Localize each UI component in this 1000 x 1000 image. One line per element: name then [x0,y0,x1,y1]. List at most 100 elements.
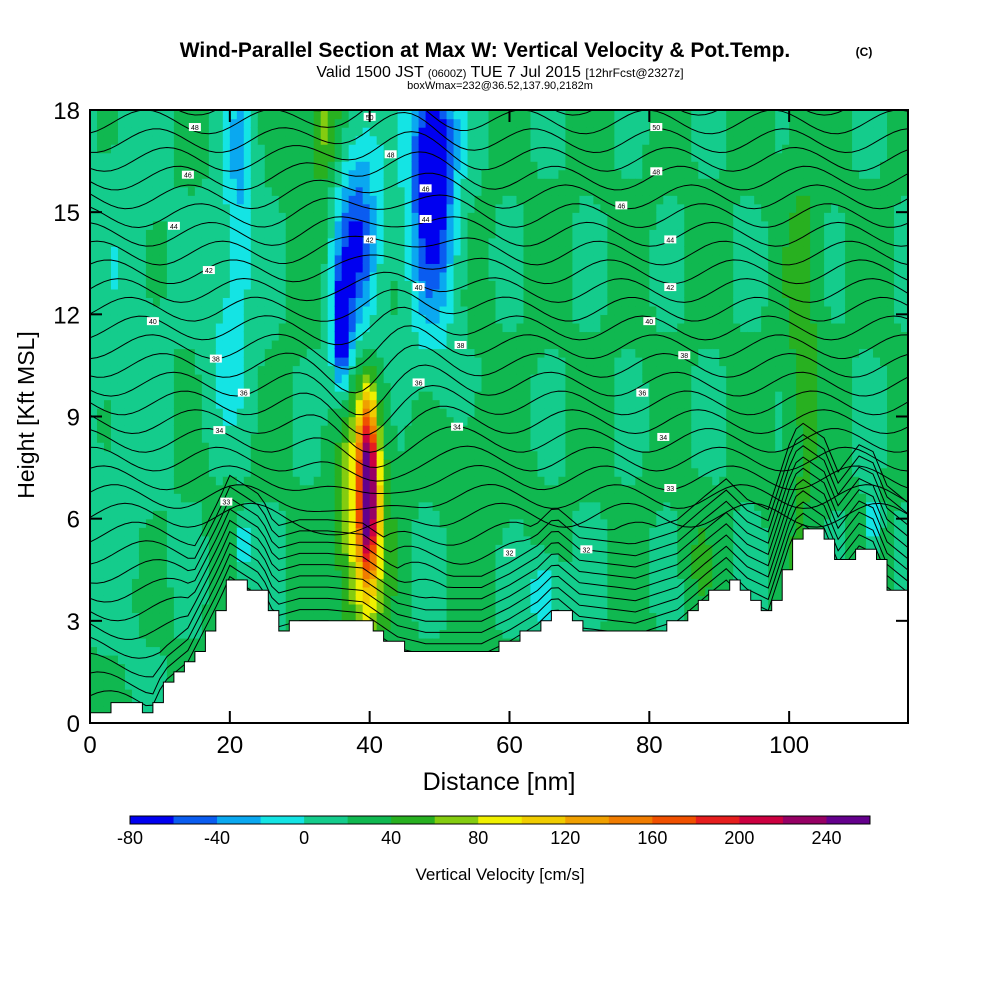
heatmap-cell [152,493,161,503]
heatmap-cell [355,322,364,333]
heatmap-cell [460,186,469,196]
heatmap-cell [369,433,378,443]
heatmap-cell [390,186,399,196]
heatmap-cell [446,586,455,596]
heatmap-cell [131,297,140,307]
heatmap-cell [320,237,329,247]
heatmap-cell [509,603,518,614]
heatmap-cell [516,501,525,511]
heatmap-cell [166,654,175,665]
heatmap-cell [159,561,168,571]
heatmap-cell [530,152,539,162]
heatmap-cell [257,271,266,281]
heatmap-cell [96,271,105,281]
heatmap-cell [453,390,462,401]
heatmap-cell [383,390,392,401]
heatmap-cell [411,254,420,264]
heatmap-cell [243,110,252,120]
heatmap-cell [411,229,420,239]
heatmap-cell [474,356,483,367]
heatmap-cell [110,476,119,486]
heatmap-cell [208,467,217,477]
heatmap-cell [390,220,399,230]
heatmap-cell [481,356,490,367]
heatmap-cell [334,603,343,614]
heatmap-cell [446,629,455,639]
heatmap-cell [425,152,434,162]
heatmap-cell [306,152,315,162]
heatmap-cell [145,578,154,588]
heatmap-cell [446,467,455,477]
heatmap-cell [271,127,280,137]
heatmap-cell [201,212,210,222]
heatmap-cell [460,561,469,571]
heatmap-cell [509,620,518,631]
heatmap-cell [558,169,567,179]
heatmap-cell [131,152,140,162]
heatmap-cell [320,476,329,486]
heatmap-cell [474,203,483,213]
heatmap-cell [173,161,182,171]
heatmap-cell [96,135,105,145]
heatmap-cell [145,356,154,367]
heatmap-cell [355,544,364,554]
heatmap-cell [495,569,504,579]
heatmap-cell [208,118,217,128]
heatmap-cell [285,314,294,324]
heatmap-cell [432,450,441,460]
heatmap-cell [131,220,140,230]
heatmap-cell [159,271,168,281]
heatmap-cell [488,552,497,562]
heatmap-cell [404,561,413,571]
heatmap-cell [236,527,245,537]
heatmap-cell [90,501,98,511]
heatmap-cell [208,501,217,511]
heatmap-cell [516,195,525,205]
heatmap-cell [236,203,245,213]
heatmap-cell [292,510,301,520]
heatmap-cell [418,390,427,401]
heatmap-cell [334,152,343,162]
heatmap-cell [481,280,490,290]
heatmap-cell [187,595,196,605]
heatmap-cell [243,450,252,460]
heatmap-cell [194,552,203,562]
heatmap-cell [467,493,476,503]
heatmap-cell [362,442,371,452]
heatmap-cell [222,476,231,486]
heatmap-cell [558,561,567,571]
chart-title-copyright: (C) [856,45,873,59]
heatmap-cell [467,552,476,562]
heatmap-cell [110,620,119,631]
heatmap-cell [96,399,105,409]
heatmap-cell [90,705,98,716]
heatmap-cell [96,569,105,579]
heatmap-cell [299,220,308,230]
heatmap-cell [250,271,259,281]
heatmap-cell [117,263,126,273]
heatmap-cell [432,518,441,528]
heatmap-cell [159,288,168,298]
heatmap-cell [355,246,364,256]
heatmap-cell [313,178,322,188]
heatmap-cell [432,552,441,562]
heatmap-cell [243,246,252,256]
heatmap-cell [390,178,399,188]
heatmap-cell [250,493,259,503]
heatmap-cell [117,237,126,247]
heatmap-cell [453,322,462,333]
heatmap-cell [152,476,161,486]
heatmap-cell [166,442,175,452]
heatmap-cell [362,425,371,435]
heatmap-cell [292,331,301,341]
heatmap-cell [271,152,280,162]
heatmap-cell [488,254,497,264]
heatmap-cell [516,382,525,392]
heatmap-cell [530,110,539,120]
heatmap-cell [257,552,266,562]
heatmap-cell [229,110,238,120]
heatmap-cell [348,578,357,588]
heatmap-cell [264,407,273,418]
heatmap-cell [306,535,315,545]
heatmap-cell [145,118,154,128]
